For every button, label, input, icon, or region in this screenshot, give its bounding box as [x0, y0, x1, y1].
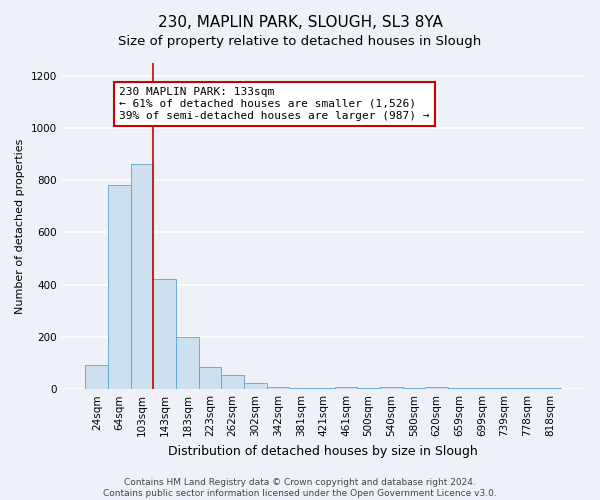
Bar — [493, 388, 516, 389]
Bar — [289, 388, 312, 389]
Bar — [266, 387, 289, 389]
Bar — [221, 376, 244, 389]
Text: Size of property relative to detached houses in Slough: Size of property relative to detached ho… — [118, 35, 482, 48]
Bar — [335, 386, 358, 389]
Bar — [244, 384, 266, 389]
Text: Contains HM Land Registry data © Crown copyright and database right 2024.
Contai: Contains HM Land Registry data © Crown c… — [103, 478, 497, 498]
Bar — [470, 388, 493, 389]
Bar — [312, 388, 335, 389]
Bar — [516, 388, 539, 389]
Bar — [403, 388, 425, 389]
Bar — [108, 185, 131, 389]
Bar — [131, 164, 154, 389]
Bar — [176, 337, 199, 389]
Bar — [85, 365, 108, 389]
X-axis label: Distribution of detached houses by size in Slough: Distribution of detached houses by size … — [169, 444, 478, 458]
Bar — [358, 388, 380, 389]
Text: 230 MAPLIN PARK: 133sqm
← 61% of detached houses are smaller (1,526)
39% of semi: 230 MAPLIN PARK: 133sqm ← 61% of detache… — [119, 88, 430, 120]
Text: 230, MAPLIN PARK, SLOUGH, SL3 8YA: 230, MAPLIN PARK, SLOUGH, SL3 8YA — [158, 15, 442, 30]
Bar — [380, 386, 403, 389]
Bar — [154, 280, 176, 389]
Bar — [448, 388, 470, 389]
Bar — [539, 388, 561, 389]
Bar — [199, 367, 221, 389]
Bar — [425, 386, 448, 389]
Y-axis label: Number of detached properties: Number of detached properties — [15, 138, 25, 314]
